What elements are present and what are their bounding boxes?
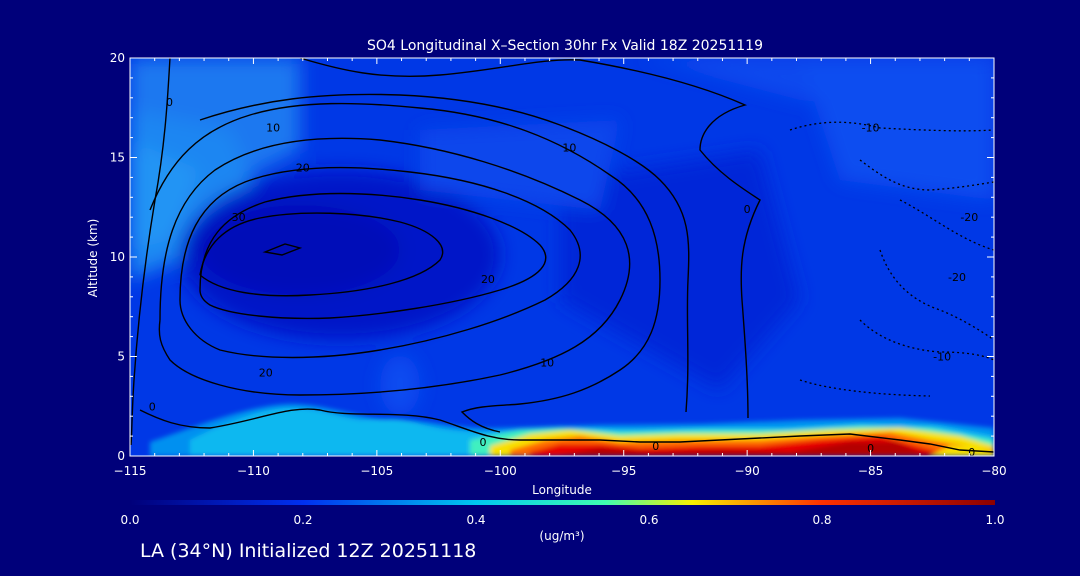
- contour-label: 10: [266, 122, 280, 135]
- contour-label: 0: [867, 442, 874, 455]
- colorbar-tick-label: 0.6: [639, 513, 658, 527]
- x-tick-label: −115: [114, 464, 147, 478]
- contour-label: -10: [933, 351, 951, 364]
- x-tick-label: −95: [611, 464, 636, 478]
- contour-label: 20: [296, 161, 310, 174]
- y-tick-label: 15: [110, 151, 125, 165]
- contour-label: 0: [652, 440, 659, 453]
- x-tick-label: −105: [360, 464, 393, 478]
- x-tick-label: −90: [734, 464, 759, 478]
- colorbar-tick-label: 0.8: [812, 513, 831, 527]
- colorbar-ticks: 0.0 0.2 0.4 0.6 0.8 1.0: [120, 513, 1004, 527]
- contour-label: 0: [149, 400, 156, 413]
- x-tick-label: −100: [484, 464, 517, 478]
- y-tick-label: 0: [117, 449, 125, 463]
- x-tick-label: −110: [237, 464, 270, 478]
- contour-label: 10: [562, 142, 576, 155]
- contour-label: 0: [744, 203, 751, 216]
- concentration-field: [130, 58, 994, 456]
- contour-label: -20: [948, 271, 966, 284]
- y-tick-label: 20: [110, 51, 125, 65]
- contour-label: -20: [960, 211, 978, 224]
- contour-label: 20: [259, 366, 273, 379]
- colorbar: [130, 500, 995, 505]
- colorbar-tick-label: 1.0: [985, 513, 1004, 527]
- contour-label: 0: [968, 446, 975, 459]
- colorbar-tick-label: 0.0: [120, 513, 139, 527]
- contour-label: 30: [232, 211, 246, 224]
- y-tick-label: 5: [117, 350, 125, 364]
- y-tick-label: 10: [110, 250, 125, 264]
- x-tick-label: −80: [981, 464, 1006, 478]
- y-axis-label: Altitude (km): [86, 219, 100, 298]
- x-axis-label: Longitude: [532, 483, 592, 497]
- contour-label: 20: [481, 273, 495, 286]
- initialization-footer: LA (34°N) Initialized 12Z 20251118: [140, 540, 477, 562]
- y-axis: 0 5 10 15 20: [110, 51, 994, 463]
- contour-label: 0: [166, 96, 173, 109]
- contour-lines: [130, 58, 994, 453]
- contour-label: 0: [480, 436, 487, 449]
- colorbar-tick-label: 0.4: [466, 513, 485, 527]
- negative-contours: [789, 121, 994, 397]
- colorbar-tick-label: 0.2: [293, 513, 312, 527]
- contour-labels: 0 10 10 20 30 20 10 20 0 0 0 0 0 0 -10 -20 -10 -20: [149, 96, 979, 459]
- contour-label: -10: [862, 122, 880, 135]
- colorbar-units: (ug/m³): [539, 529, 584, 543]
- x-axis: −115 −110 −105 −100 −95 −90 −85 −80: [114, 58, 1007, 478]
- chart-title: SO4 Longitudinal X–Section 30hr Fx Valid…: [367, 38, 763, 54]
- contour-label: 10: [540, 356, 554, 369]
- x-tick-label: −85: [858, 464, 883, 478]
